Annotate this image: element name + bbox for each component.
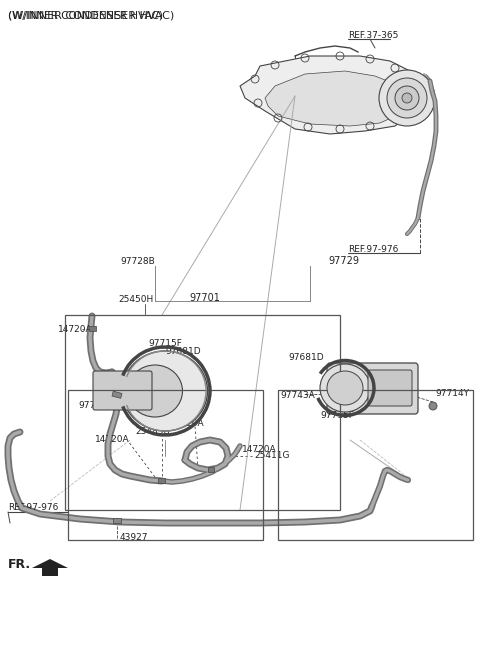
Text: 97681D: 97681D: [165, 348, 201, 356]
Circle shape: [387, 78, 427, 118]
Polygon shape: [32, 559, 68, 576]
Bar: [113, 518, 121, 523]
Bar: [68, 390, 263, 540]
Bar: [158, 478, 165, 483]
Ellipse shape: [128, 365, 182, 417]
Text: 14720A: 14720A: [95, 434, 130, 443]
Text: 25450H: 25450H: [118, 295, 153, 304]
FancyBboxPatch shape: [93, 371, 152, 410]
Text: (W/INNER CONDENSER HVAC): (W/INNER CONDENSER HVAC): [8, 10, 163, 20]
Text: 43927: 43927: [120, 533, 148, 543]
Text: 97743A: 97743A: [78, 401, 113, 411]
Text: 97743A: 97743A: [280, 392, 315, 401]
Text: 14720A: 14720A: [170, 419, 204, 428]
Text: REF.97-976: REF.97-976: [8, 504, 59, 512]
Text: 97681D: 97681D: [288, 354, 324, 363]
Text: 97715F: 97715F: [320, 411, 354, 420]
Polygon shape: [265, 71, 405, 126]
FancyBboxPatch shape: [327, 363, 418, 414]
Text: 97728B: 97728B: [120, 256, 155, 266]
Bar: [208, 467, 214, 472]
Text: 97729: 97729: [328, 256, 359, 266]
Bar: [278, 390, 473, 540]
Text: 25411G: 25411G: [254, 451, 289, 461]
Text: 14720A: 14720A: [242, 445, 276, 453]
Text: 25485B: 25485B: [135, 428, 169, 436]
Bar: [112, 391, 122, 398]
Circle shape: [429, 402, 437, 410]
Circle shape: [379, 70, 435, 126]
Ellipse shape: [122, 351, 207, 431]
Circle shape: [395, 86, 419, 110]
Polygon shape: [240, 56, 420, 134]
Bar: [89, 326, 96, 331]
Circle shape: [402, 93, 412, 103]
Text: REF.37-365: REF.37-365: [348, 31, 398, 41]
Text: REF.97-976: REF.97-976: [348, 245, 398, 255]
Text: 97715F: 97715F: [148, 340, 182, 348]
Bar: [65, 315, 340, 510]
Ellipse shape: [327, 371, 363, 405]
Text: (W/INNER CONDENSER HVAC): (W/INNER CONDENSER HVAC): [8, 10, 174, 20]
Ellipse shape: [320, 364, 370, 412]
Text: 97701: 97701: [190, 293, 220, 303]
Text: 25481H: 25481H: [160, 388, 195, 398]
Text: FR.: FR.: [8, 558, 31, 571]
FancyBboxPatch shape: [368, 370, 412, 406]
Text: 97714Y: 97714Y: [435, 390, 469, 398]
Text: 14720A: 14720A: [58, 325, 93, 333]
